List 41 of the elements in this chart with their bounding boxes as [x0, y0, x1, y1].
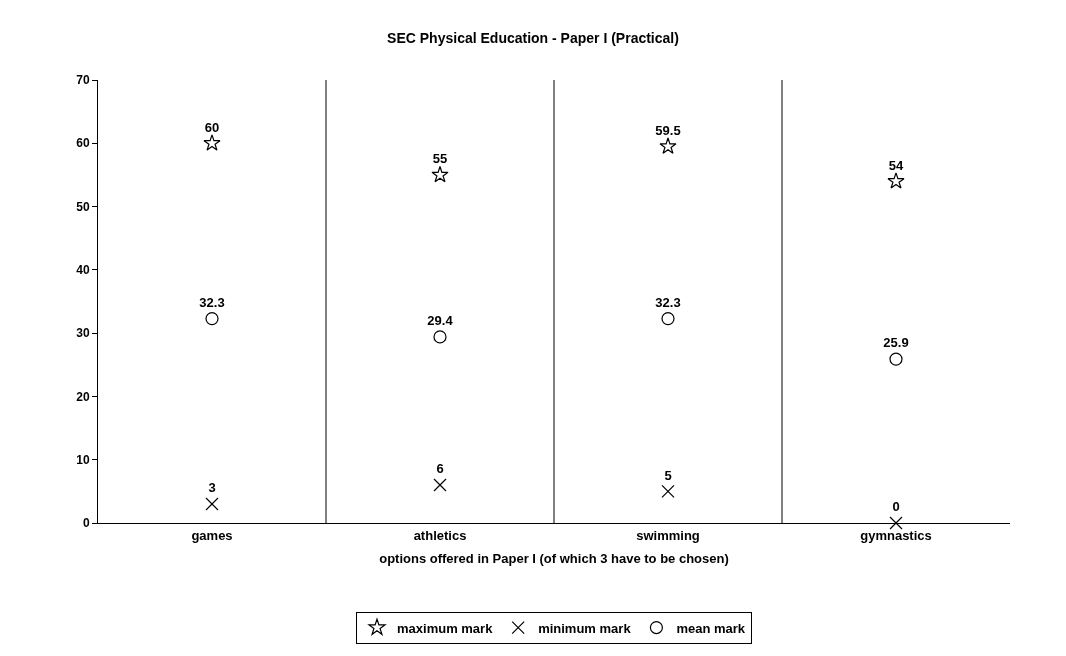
point: [433, 330, 447, 344]
point: [433, 478, 447, 492]
point: [203, 134, 221, 151]
x-tick-label: swimming: [636, 527, 700, 543]
legend-label: minimum mark: [538, 620, 632, 636]
data-label: 29.4: [427, 313, 454, 329]
data-label: 5: [664, 467, 672, 483]
legend-label: mean mark: [676, 620, 746, 636]
data-label: 55: [432, 151, 448, 167]
point: [661, 311, 675, 326]
data-label: 54: [888, 157, 904, 173]
y-tick-label: 60: [76, 136, 90, 151]
data-label: 32.3: [655, 294, 681, 310]
point: [889, 516, 903, 530]
x-tick-label: gymnastics: [860, 527, 932, 543]
data-label: 3: [208, 480, 216, 496]
data-label: 59.5: [655, 122, 681, 138]
point: [431, 165, 449, 183]
point: [661, 484, 675, 498]
y-tick-label: 0: [82, 516, 90, 531]
data-label: 25.9: [883, 335, 909, 351]
y-tick-label: 40: [76, 263, 90, 278]
point: [205, 497, 219, 511]
data-label: 60: [204, 119, 220, 135]
y-tick-label: 20: [76, 389, 90, 404]
y-tick-label: 30: [76, 326, 90, 341]
y-tick-label: 10: [76, 452, 90, 467]
point: [887, 172, 905, 189]
data-label: 6: [436, 461, 444, 477]
data-label: 32.3: [199, 294, 225, 310]
chart-title: SEC Physical Education - Paper I (Practical): [387, 29, 679, 46]
point: [205, 311, 219, 326]
data-label: 0: [892, 499, 900, 515]
x-tick-label: games: [191, 527, 233, 543]
y-tick-label: 50: [76, 199, 90, 214]
y-tick-label: 70: [76, 73, 90, 88]
point: [659, 137, 677, 154]
point: [889, 352, 903, 366]
x-tick-label: athletics: [413, 527, 467, 543]
x-axis-title: options offered in Paper I (of which 3 have to be chosen): [379, 551, 729, 567]
legend-label: maximum mark: [397, 620, 494, 636]
